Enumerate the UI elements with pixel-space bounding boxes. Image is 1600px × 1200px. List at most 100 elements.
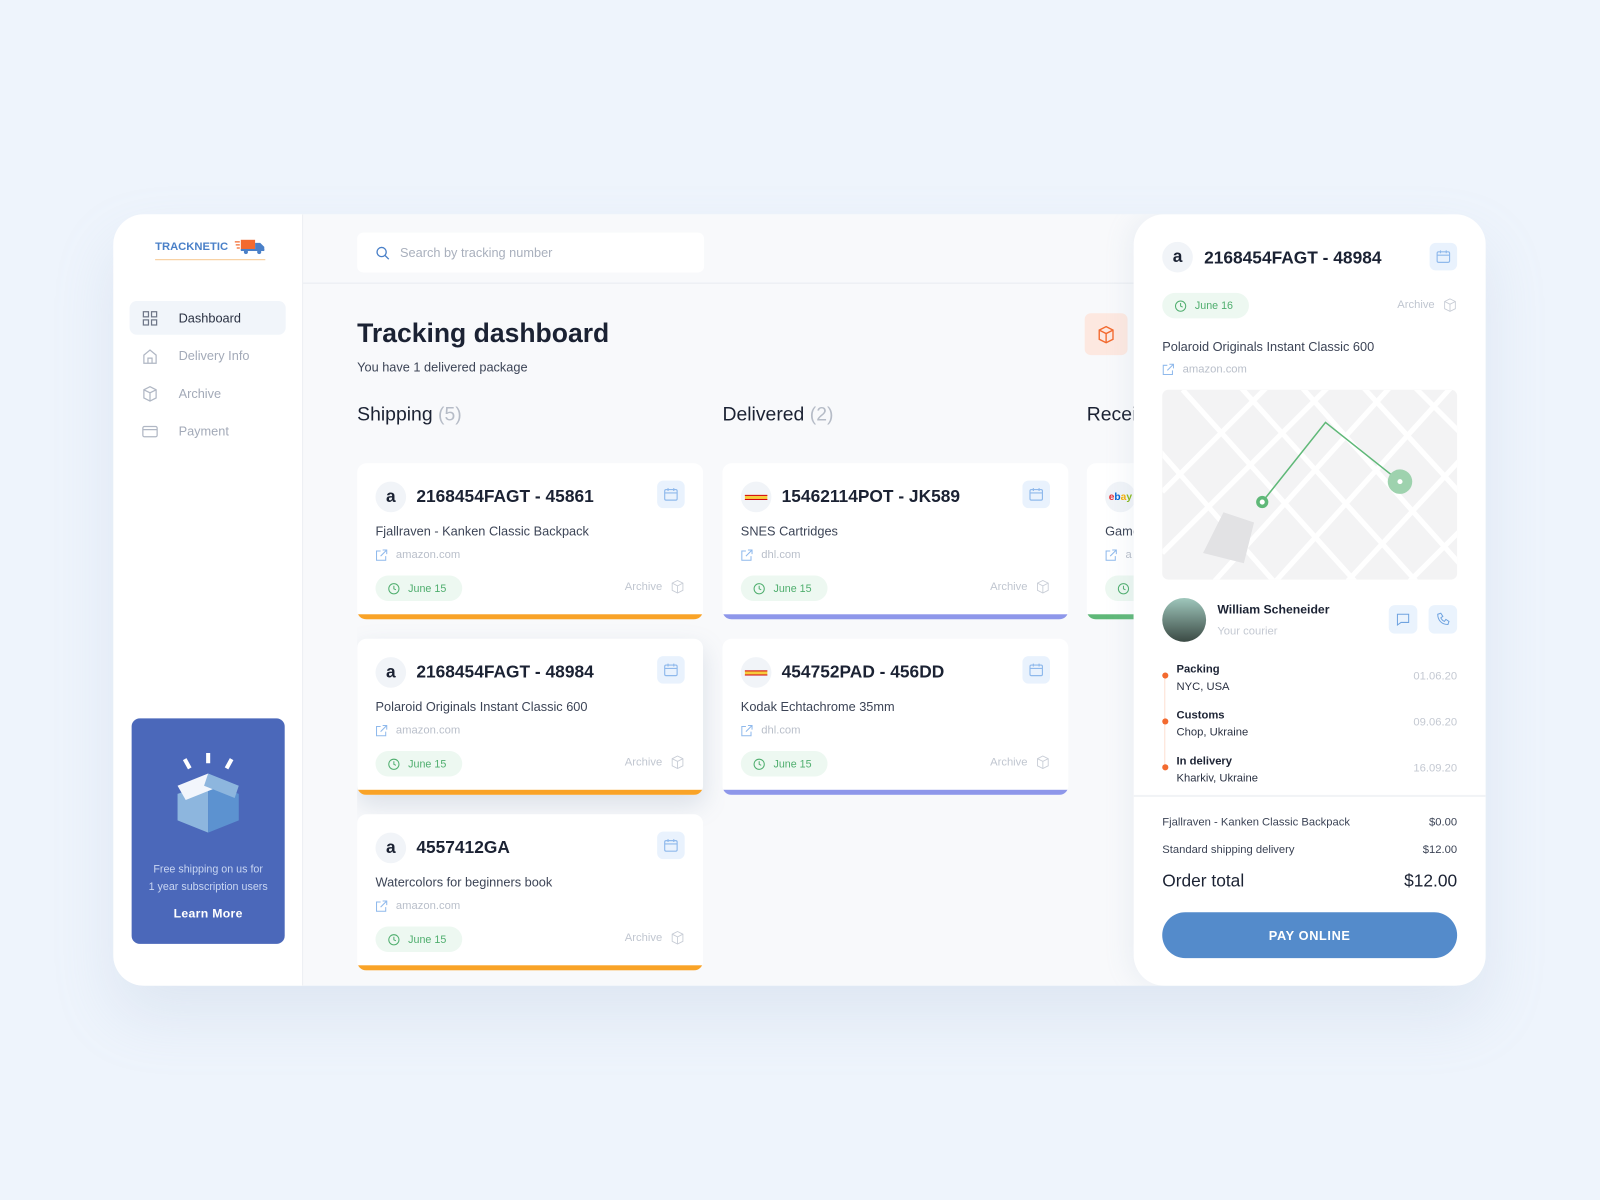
package-button[interactable] (1084, 313, 1128, 356)
date-text: June 15 (773, 582, 812, 595)
column-heading: Delivered (2) (722, 404, 1089, 453)
item-name: Kodak Echtachrome 35mm (740, 699, 895, 715)
archive-button[interactable]: Archive (990, 579, 1050, 594)
sidebar-item-payment[interactable]: Payment (130, 414, 286, 448)
archive-button[interactable]: Archive (625, 930, 685, 945)
summary-label: Fjallraven - Kanken Classic Backpack (1162, 816, 1351, 829)
amazon-logo: a (375, 657, 407, 688)
calendar-button[interactable] (1022, 656, 1050, 684)
logo[interactable]: TRACKNETIC (155, 239, 265, 261)
date-badge: June 15 (375, 575, 463, 602)
topbar (303, 214, 1134, 284)
calendar-button[interactable] (1429, 242, 1458, 271)
calendar-icon (1436, 250, 1451, 263)
sidebar-item-label: Payment (178, 423, 229, 439)
item-name: Fjallraven - Kanken Classic Backpack (375, 524, 589, 539)
box-icon (1037, 579, 1049, 594)
call-courier-button[interactable] (1428, 605, 1458, 634)
clock-icon (753, 758, 765, 770)
amazon-logo: a (375, 481, 407, 513)
sidebar-item-dashboard[interactable]: Dashboard (129, 301, 286, 335)
order-total-row: Order total $12.00 (1162, 871, 1457, 891)
search-icon (376, 246, 390, 260)
archive-button[interactable]: Archive (990, 755, 1050, 769)
package-card[interactable]: a 2168454FAGT - 45861 Fjallraven - Kanken … (357, 463, 704, 620)
search-input[interactable] (399, 245, 676, 260)
chat-icon (1396, 613, 1410, 626)
package-card[interactable]: 454752PAD - 456DD Kodak Echtachrome 35mm d… (722, 638, 1069, 795)
search-bar[interactable] (357, 232, 705, 273)
date-badge: June 15 (740, 575, 828, 602)
store-link[interactable]: amazon.com (376, 899, 461, 913)
archive-label: Archive (990, 580, 1028, 593)
promo-text: Free shipping on us for 1 year subscripti… (132, 861, 285, 896)
store-link[interactable]: a (1105, 549, 1132, 561)
external-link-icon (741, 724, 753, 737)
map-graphic (1162, 389, 1458, 580)
learn-more-button[interactable]: Learn More (173, 906, 243, 921)
timeline-place: NYC, USA (1176, 680, 1230, 693)
store-link[interactable]: dhl.com (741, 549, 801, 561)
card-icon (142, 425, 158, 437)
link-text: amazon.com (395, 899, 461, 913)
column-label: Delivered (722, 404, 805, 426)
courier-name: William Scheneider (1217, 602, 1330, 617)
detail-item-name: Polaroid Originals Instant Classic 600 (1162, 339, 1375, 355)
calendar-button[interactable] (1022, 480, 1050, 509)
route-map[interactable] (1162, 389, 1458, 580)
store-link[interactable]: amazon.com (376, 724, 460, 737)
brand-name: TRACKNETIC (155, 240, 229, 254)
box-icon (143, 385, 157, 402)
calendar-button[interactable] (657, 480, 685, 509)
date-text: June 16 (1194, 299, 1234, 312)
sidebar-item-label: Dashboard (178, 310, 241, 325)
date-badge: June 15 (375, 926, 463, 953)
package-card[interactable]: a 4557412GA Watercolors for beginners book… (357, 814, 704, 971)
clock-icon (1174, 299, 1187, 312)
archive-button[interactable]: Archive (624, 579, 685, 594)
date-text: June 15 (408, 582, 447, 595)
store-link[interactable]: amazon.com (376, 549, 460, 561)
order-total-value: $12.00 (1404, 871, 1458, 891)
status-bar (1086, 614, 1134, 620)
package-card[interactable]: 15462114POT - JK589 SNES Cartridges dhl.co… (722, 463, 1069, 620)
tracking-number: 2168454FAGT - 45861 (416, 486, 594, 507)
date-badge: June 15 (375, 751, 463, 777)
column-1: Delivered (2) 15462114POT - JK589 SNES Car… (722, 404, 1089, 986)
archive-label: Archive (624, 580, 663, 593)
item-name: Polaroid Originals Instant Classic 600 (375, 699, 588, 715)
timeline-dot (1162, 672, 1169, 679)
calendar-button[interactable] (657, 831, 685, 860)
archive-label: Archive (990, 756, 1028, 769)
calendar-icon (664, 488, 678, 501)
detail-store-link[interactable]: amazon.com (1162, 363, 1247, 376)
box-icon (1444, 298, 1456, 312)
item-name: SNES Cartridges (740, 524, 838, 539)
detail-archive-button[interactable]: Archive (1397, 298, 1457, 312)
promo-card: Free shipping on us for 1 year subscripti… (131, 718, 285, 944)
sidebar-item-archive[interactable]: Archive (130, 377, 286, 411)
store-link[interactable]: dhl.com (741, 724, 801, 737)
pay-online-button[interactable]: PAY ONLINE (1162, 912, 1458, 959)
message-courier-button[interactable] (1388, 605, 1418, 634)
box-icon (671, 930, 684, 945)
item-name: Game (1105, 524, 1134, 539)
external-link-icon (1162, 363, 1174, 375)
calendar-button[interactable] (657, 656, 685, 684)
divider (1133, 794, 1486, 797)
external-link-icon (1105, 549, 1117, 561)
package-card[interactable]: a 2168454FAGT - 48984 Polaroid Originals I… (357, 638, 704, 795)
sidebar-nav: Dashboard Delivery Info Archive Payment (129, 301, 286, 452)
archive-button[interactable]: Archive (625, 755, 685, 769)
tracking-number: 4557412GA (416, 837, 510, 858)
date-badge: June 15 (740, 751, 828, 777)
courier-avatar (1162, 597, 1207, 642)
app-window: TRACKNETIC Dashboard Delivery Info Archi… (113, 214, 1486, 986)
courier-role: Your courier (1217, 625, 1278, 638)
clock-icon (388, 758, 400, 770)
tracking-number: 2168454FAGT - 48984 (416, 662, 594, 682)
timeline-place: Kharkiv, Ukraine (1176, 772, 1259, 785)
sidebar-item-delivery-info[interactable]: Delivery Info (130, 339, 286, 373)
